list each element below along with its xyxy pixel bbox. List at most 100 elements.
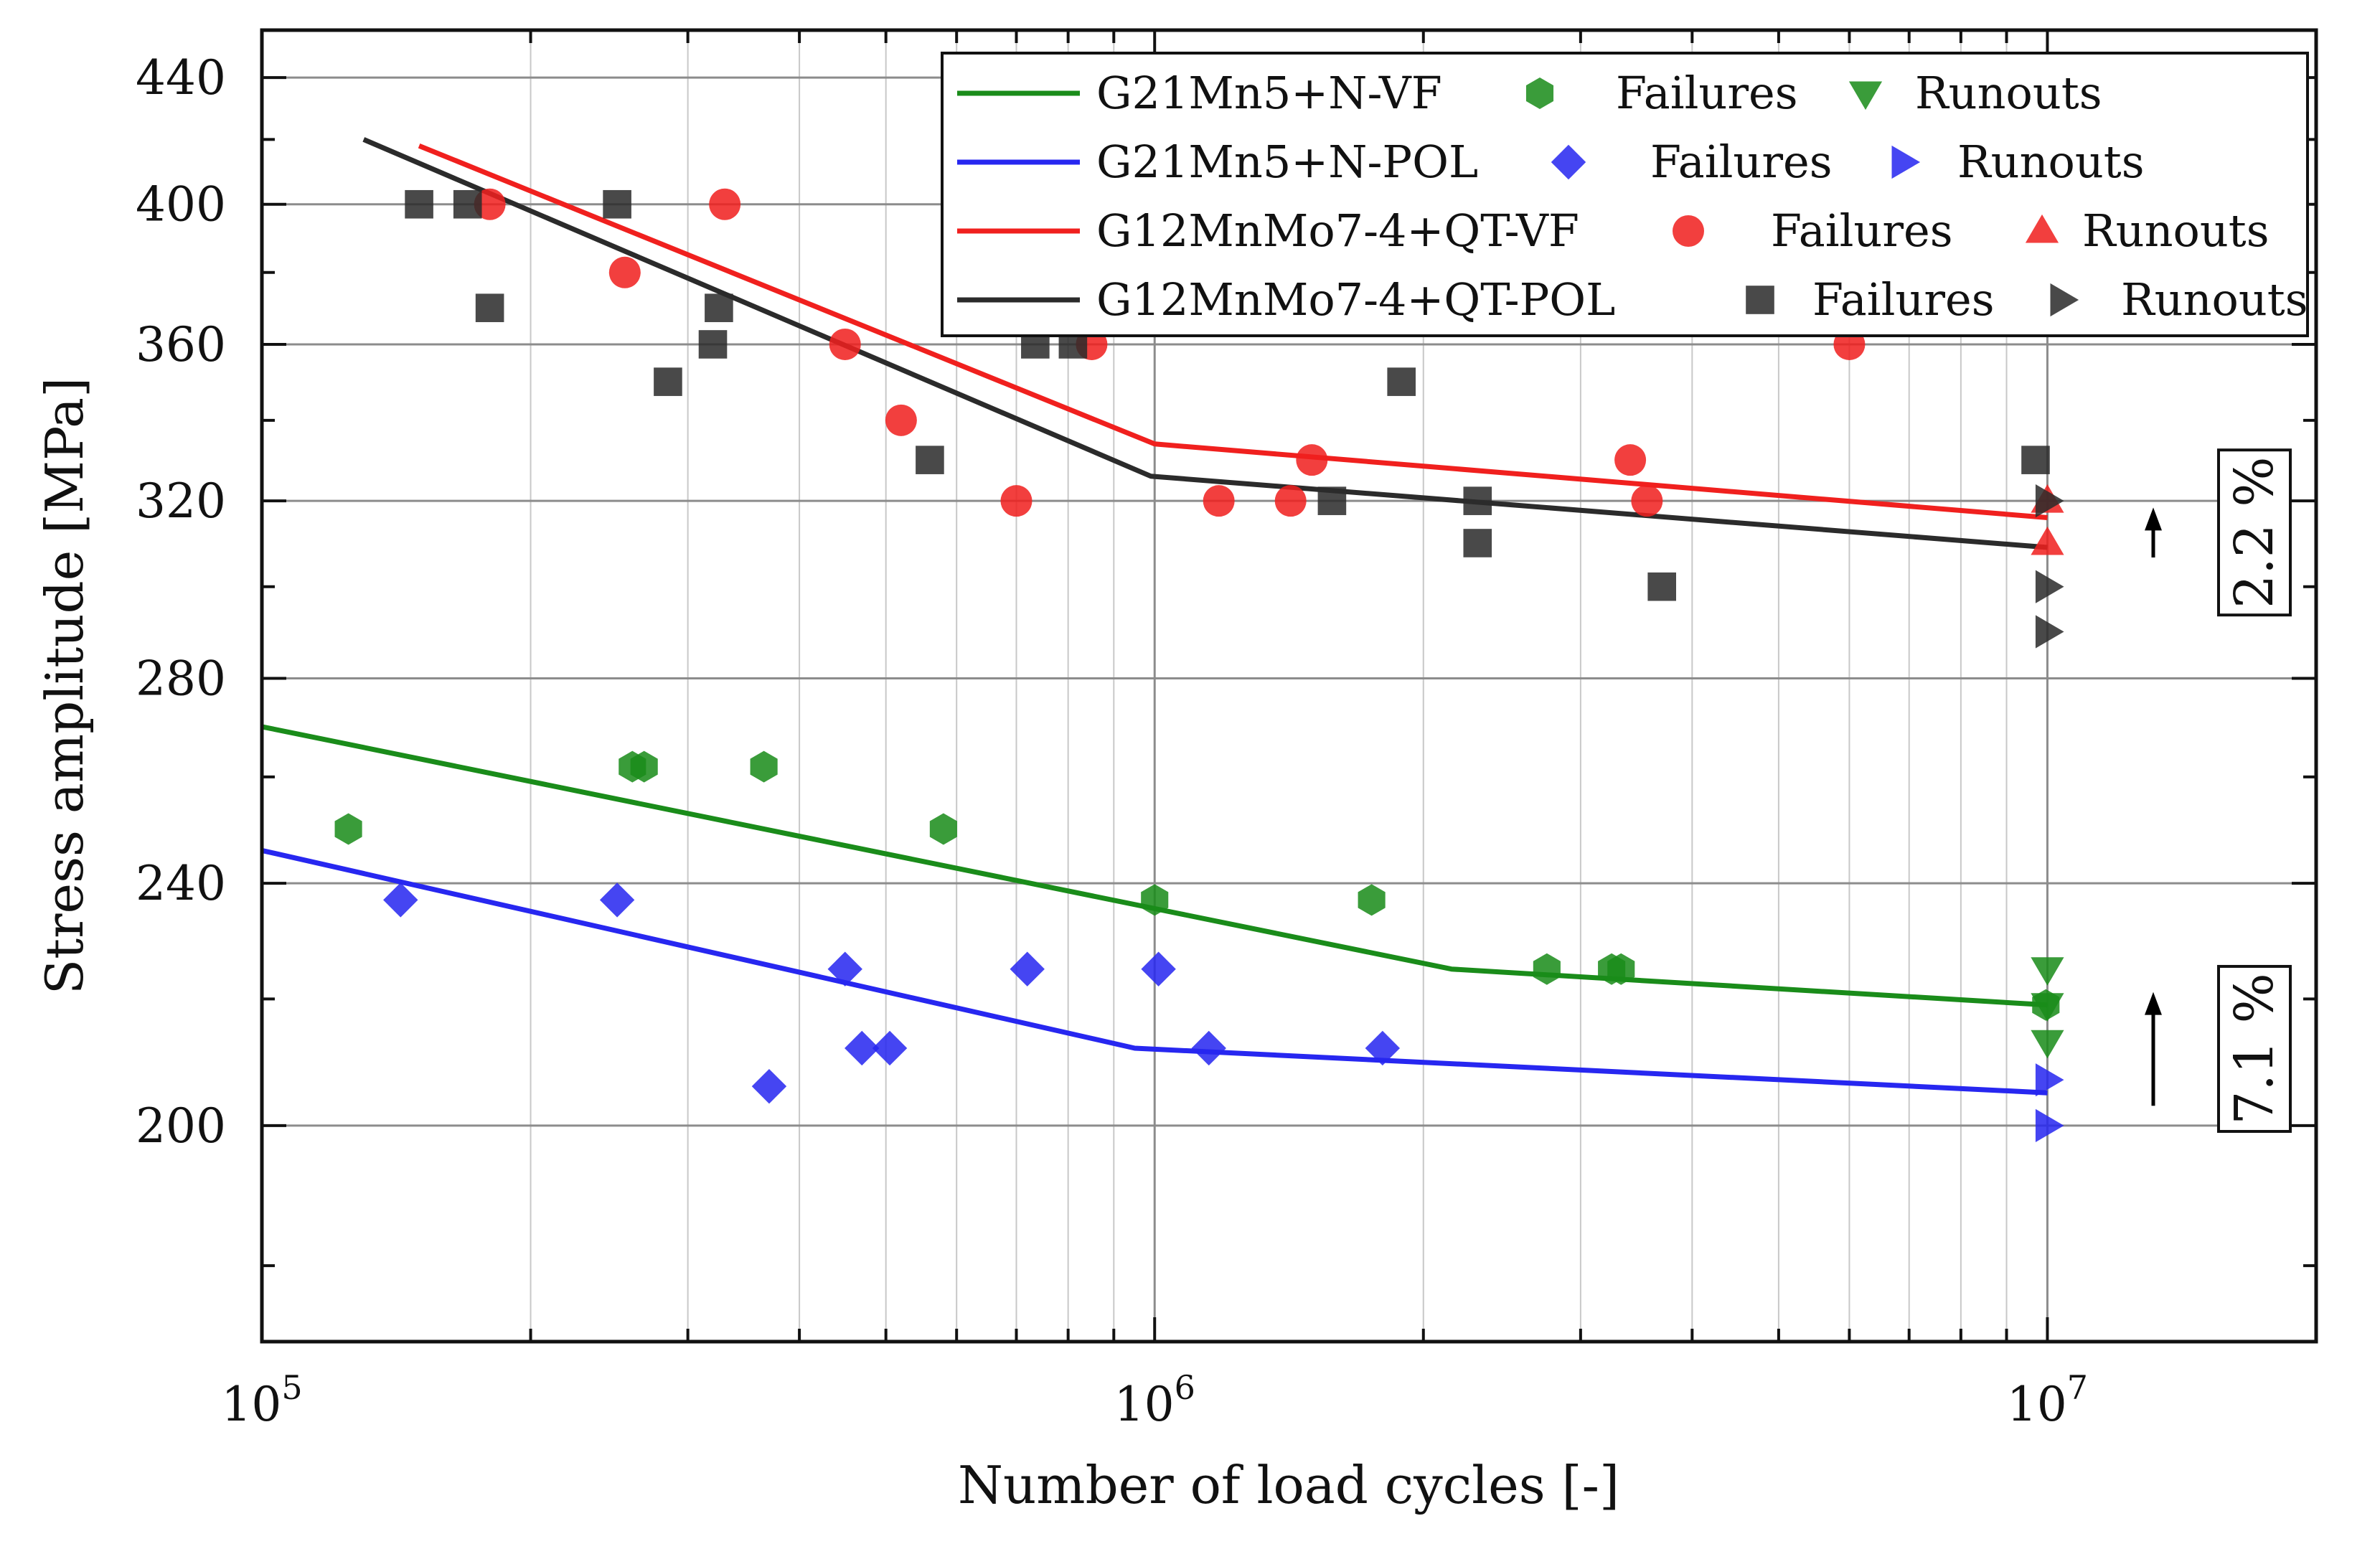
failure-point-0: [750, 750, 778, 783]
legend-runouts-label: Runouts: [1915, 67, 2102, 119]
legend-series-name: G12MnMo7-4+QT-POL: [1096, 273, 1615, 326]
failure-point-1: [1141, 951, 1176, 986]
legend-series-name: G21Mn5+N-POL: [1096, 136, 1478, 188]
failure-point-3: [1387, 367, 1416, 396]
y-tick-label: 280: [136, 651, 226, 707]
failure-point-3: [1647, 572, 1676, 601]
legend-failure-marker: [1673, 215, 1704, 247]
runout-point-3: [2035, 570, 2064, 603]
failure-point-0: [334, 813, 362, 845]
failure-point-2: [1614, 444, 1647, 476]
failure-point-1: [872, 1030, 908, 1066]
annotation-arrow-head: [2145, 507, 2162, 531]
legend-series-name: G12MnMo7-4+QT-VF: [1096, 204, 1579, 257]
failure-point-2: [1274, 485, 1307, 517]
failure-point-2: [1203, 485, 1235, 517]
failure-point-0: [630, 750, 658, 783]
failure-point-3: [1463, 529, 1492, 557]
failure-point-2: [1296, 444, 1328, 476]
failure-point-3: [705, 293, 733, 322]
y-tick-label: 240: [136, 856, 226, 911]
failure-point-1: [1010, 951, 1045, 986]
legend-series-name: G21Mn5+N-VF: [1096, 67, 1442, 119]
legend-runouts-label: Runouts: [1957, 136, 2145, 188]
series-line-1: [261, 847, 2048, 1096]
runout-point-0: [2031, 957, 2064, 986]
series-lines: [261, 137, 2048, 1096]
legend-failure-marker: [1551, 144, 1586, 180]
failure-point-3: [698, 330, 728, 359]
legend-box: [941, 52, 2309, 337]
failure-point-3: [453, 189, 482, 219]
series-markers: [334, 188, 2064, 1143]
annotation-box: [2217, 964, 2292, 1133]
failure-point-1: [383, 882, 418, 918]
failure-point-1: [599, 882, 635, 918]
annotation-label: 2.2 %: [2224, 456, 2285, 608]
legend-runout-marker: [2050, 283, 2079, 317]
series-line-2: [418, 143, 2048, 520]
axis-tick-labels: 105 106 107 200 240 280 320 360 400 440: [136, 50, 2088, 1432]
failure-point-0: [1533, 953, 1561, 985]
failure-point-0: [1607, 953, 1635, 985]
legend-runout-marker: [1848, 81, 1883, 110]
legend-failure-marker: [1746, 286, 1774, 314]
legend-failures-label: Failures: [1616, 67, 1798, 119]
failure-point-3: [1463, 486, 1492, 515]
series-line-0: [261, 724, 2048, 1008]
series-line-3: [362, 137, 2048, 550]
runout-point-3: [2035, 615, 2064, 649]
failure-point-1: [827, 951, 862, 986]
x-tick-label: 107: [2007, 1368, 2088, 1432]
failure-point-2: [885, 404, 917, 436]
runout-point-1: [2035, 1108, 2064, 1143]
failure-point-3: [603, 189, 631, 219]
legend-failure-marker: [1525, 77, 1554, 109]
failure-point-3: [475, 293, 504, 322]
failure-point-1: [751, 1068, 787, 1104]
runout-point-3: [2035, 484, 2064, 518]
failure-point-3: [916, 446, 944, 474]
failure-point-2: [709, 188, 741, 220]
failure-point-3: [405, 189, 433, 219]
failure-point-3: [2021, 446, 2050, 474]
runout-point-0: [2031, 1030, 2064, 1059]
x-tick-label: 105: [221, 1368, 302, 1432]
runout-point-0: [2031, 993, 2064, 1022]
failure-point-2: [829, 328, 861, 360]
annotation-box: [2217, 448, 2292, 617]
y-tick-label: 400: [136, 177, 226, 232]
x-tick-label: 106: [1114, 1368, 1195, 1432]
legend-runout-marker: [2025, 214, 2059, 243]
legend-runout-marker: [1891, 145, 1921, 179]
legend-failures-label: Failures: [1650, 136, 1833, 188]
plot-frame: [260, 28, 2318, 1344]
failure-point-2: [1000, 485, 1033, 517]
annotation-arrow-head: [2145, 992, 2162, 1015]
failure-point-0: [929, 813, 957, 845]
failure-point-2: [1631, 485, 1663, 517]
failure-point-1: [845, 1030, 880, 1066]
failure-point-2: [474, 188, 506, 220]
y-tick-label: 320: [136, 474, 226, 529]
y-tick-label: 440: [136, 50, 226, 105]
failure-point-1: [1365, 1030, 1401, 1066]
runout-point-1: [2035, 1063, 2064, 1097]
annotation-label: 7.1 %: [2224, 973, 2285, 1125]
failure-point-3: [654, 367, 682, 396]
legend-failures-label: Failures: [1771, 204, 1953, 257]
y-axis-title: Stress amplitude [MPa]: [34, 377, 95, 994]
runout-point-2: [2031, 526, 2064, 555]
legend-runouts-label: Runouts: [2121, 273, 2308, 326]
failure-point-2: [608, 256, 641, 288]
failure-point-0: [1358, 884, 1386, 916]
failure-point-0: [1141, 884, 1169, 916]
failure-point-1: [1191, 1030, 1226, 1066]
y-tick-label: 200: [136, 1098, 226, 1154]
annotations: 2.2 % 7.1 %: [2145, 448, 2292, 1133]
legend-runouts-label: Runouts: [2082, 204, 2270, 257]
y-tick-label: 360: [136, 317, 226, 372]
x-axis-title: Number of load cycles [-]: [958, 1455, 1619, 1515]
